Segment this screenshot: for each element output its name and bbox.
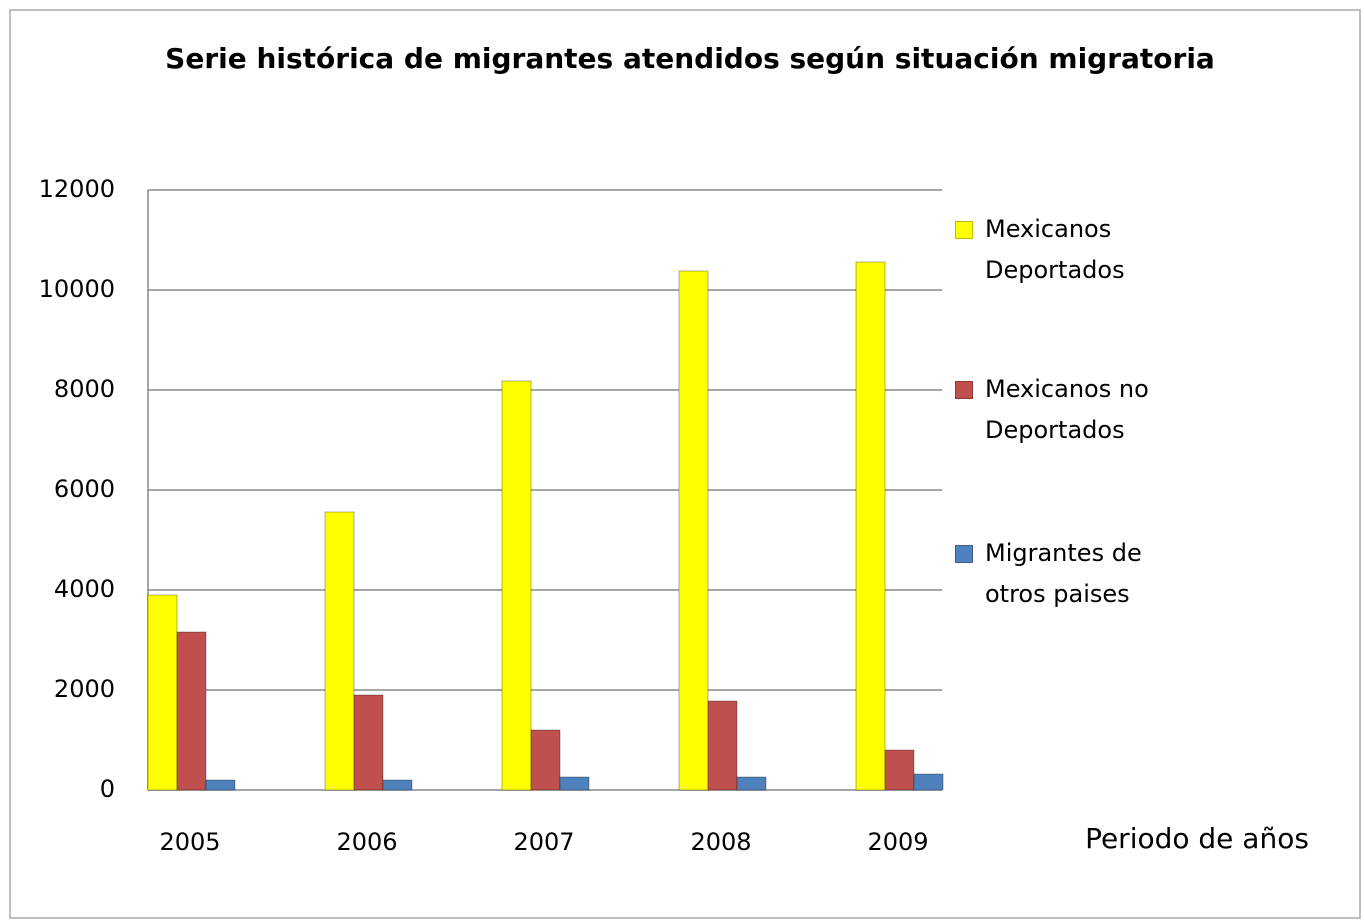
x-tick-label: 2007 xyxy=(513,828,574,856)
y-tick-label: 10000 xyxy=(39,275,115,303)
x-axis-label: Periodo de años xyxy=(1085,822,1309,855)
y-tick-label: 4000 xyxy=(54,575,115,603)
bar xyxy=(678,270,709,791)
bar xyxy=(176,631,207,791)
y-tick-label: 8000 xyxy=(54,375,115,403)
legend-swatch xyxy=(955,221,973,239)
bar xyxy=(530,729,561,791)
y-tick-label: 0 xyxy=(100,775,115,803)
legend-item: Migrantes de otros paises xyxy=(955,533,1255,615)
legend-swatch xyxy=(955,545,973,563)
bar xyxy=(707,700,738,791)
legend-swatch xyxy=(955,381,973,399)
y-tick-label: 6000 xyxy=(54,475,115,503)
legend-item: Mexicanos no Deportados xyxy=(955,369,1255,451)
y-tick-label: 12000 xyxy=(39,175,115,203)
bar xyxy=(353,694,384,791)
legend-item: Mexicanos Deportados xyxy=(955,209,1255,291)
legend-label: Mexicanos no Deportados xyxy=(985,375,1149,444)
legend-label: Migrantes de otros paises xyxy=(985,539,1142,608)
x-tick-label: 2005 xyxy=(159,828,220,856)
legend-label: Mexicanos Deportados xyxy=(985,215,1125,284)
bar xyxy=(884,749,915,791)
x-tick-label: 2006 xyxy=(336,828,397,856)
bar xyxy=(382,779,413,791)
bar xyxy=(855,261,886,791)
bar xyxy=(559,776,590,791)
bar xyxy=(205,779,236,791)
bar xyxy=(736,776,767,791)
y-tick-label: 2000 xyxy=(54,675,115,703)
bar xyxy=(324,511,355,791)
x-tick-label: 2008 xyxy=(690,828,751,856)
chart-title: Serie histórica de migrantes atendidos s… xyxy=(165,42,1215,75)
bar xyxy=(147,594,178,791)
bar xyxy=(501,380,532,791)
bar xyxy=(913,773,944,791)
x-tick-label: 2009 xyxy=(867,828,928,856)
